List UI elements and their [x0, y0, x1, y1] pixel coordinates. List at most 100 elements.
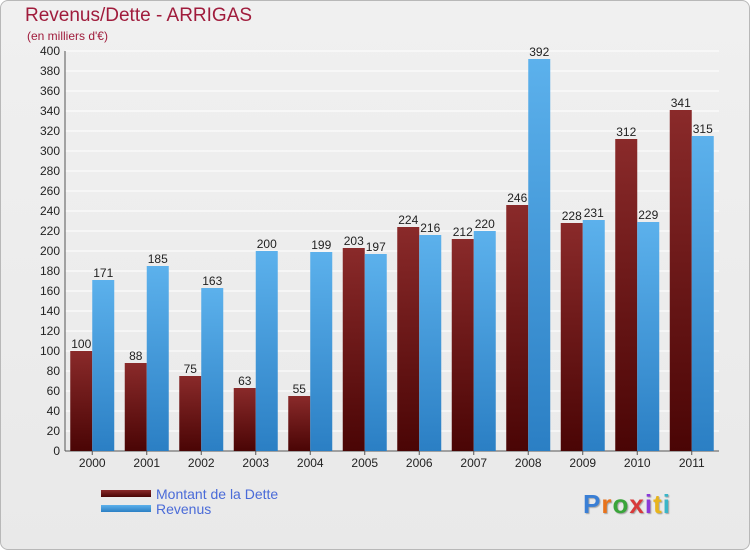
proxiti-logo: Proxiti — [583, 489, 671, 520]
bar-revenus — [146, 266, 169, 451]
bar-revenus — [310, 252, 333, 451]
bar-revenus — [364, 254, 387, 451]
y-tick-label: 160 — [40, 284, 60, 298]
y-tick-label: 20 — [47, 424, 61, 438]
y-tick-label: 0 — [53, 444, 60, 458]
y-tick-label: 280 — [40, 164, 60, 178]
data-label: 312 — [616, 125, 636, 139]
logo-letter: i — [644, 489, 654, 519]
logo-letter: P — [583, 489, 602, 519]
logo-letter: i — [662, 489, 671, 519]
data-label: 197 — [366, 240, 386, 254]
data-label: 315 — [693, 122, 713, 136]
data-label: 212 — [453, 225, 473, 239]
logo-letter: o — [612, 489, 630, 519]
logo-letter: t — [653, 489, 663, 519]
data-label: 88 — [129, 349, 143, 363]
data-label: 63 — [238, 374, 252, 388]
bar-dette — [560, 223, 583, 451]
x-tick-label: 2004 — [297, 456, 324, 470]
y-tick-label: 260 — [40, 184, 60, 198]
bar-dette — [179, 376, 202, 451]
y-tick-label: 60 — [47, 384, 61, 398]
y-tick-label: 240 — [40, 204, 60, 218]
data-label: 220 — [475, 217, 495, 231]
chart-title: Revenus/Dette - ARRIGAS — [25, 5, 253, 26]
bar-dette — [615, 139, 638, 451]
bar-revenus — [255, 251, 278, 451]
y-tick-label: 300 — [40, 144, 60, 158]
x-tick-label: 2010 — [624, 456, 651, 470]
data-label: 341 — [671, 96, 691, 110]
logo-letter: x — [629, 489, 645, 519]
legend-swatch-revenus — [101, 505, 151, 512]
bar-chart: 0 20 40 60 80 100 120 140 160 180 200 220 240 260 280 3… — [40, 44, 719, 470]
bar-revenus — [201, 288, 224, 451]
bar-dette — [669, 110, 692, 451]
bar-revenus — [582, 220, 605, 451]
legend-label-revenus: Revenus — [156, 501, 212, 517]
y-tick-label: 140 — [40, 304, 60, 318]
bar-revenus — [528, 59, 551, 451]
y-tick-label: 200 — [40, 244, 60, 258]
bar-revenus — [637, 222, 660, 451]
x-tick-label: 2007 — [460, 456, 487, 470]
bar-dette — [70, 351, 93, 451]
data-label: 171 — [93, 266, 113, 280]
data-label: 199 — [311, 238, 331, 252]
y-tick-label: 80 — [47, 364, 61, 378]
data-label: 55 — [293, 382, 307, 396]
legend-label-dette: Montant de la Dette — [156, 486, 279, 502]
data-label: 200 — [257, 237, 277, 251]
logo-letter: r — [601, 489, 613, 519]
bar-dette — [342, 248, 365, 451]
x-tick-label: 2006 — [406, 456, 433, 470]
x-tick-label: 2005 — [351, 456, 378, 470]
data-label: 203 — [344, 234, 364, 248]
data-label: 163 — [202, 274, 222, 288]
data-label: 228 — [562, 209, 582, 223]
y-tick-label: 220 — [40, 224, 60, 238]
bar-revenus — [419, 235, 442, 451]
x-tick-label: 2000 — [79, 456, 106, 470]
legend-swatch-dette — [101, 490, 151, 497]
data-label: 185 — [148, 252, 168, 266]
data-label: 75 — [184, 362, 198, 376]
bar-revenus — [691, 136, 714, 451]
data-label: 231 — [584, 206, 604, 220]
x-tick-label: 2011 — [679, 456, 705, 470]
y-tick-label: 380 — [40, 64, 60, 78]
y-tick-label: 400 — [40, 44, 60, 58]
bar-dette — [397, 227, 420, 451]
y-tick-label: 340 — [40, 104, 60, 118]
x-tick-label: 2001 — [133, 456, 160, 470]
y-tick-label: 320 — [40, 124, 60, 138]
x-tick-label: 2002 — [188, 456, 215, 470]
y-tick-label: 40 — [47, 404, 61, 418]
bar-dette — [506, 205, 529, 451]
data-label: 229 — [638, 208, 658, 222]
data-label: 392 — [529, 45, 549, 59]
x-tick-label: 2009 — [569, 456, 596, 470]
chart-subtitle: (en milliers d'€) — [27, 29, 108, 43]
x-tick-label: 2008 — [515, 456, 542, 470]
bar-dette — [233, 388, 256, 451]
y-tick-label: 120 — [40, 324, 60, 338]
y-tick-label: 100 — [40, 344, 60, 358]
data-label: 246 — [507, 191, 527, 205]
data-label: 216 — [420, 221, 440, 235]
bar-revenus — [473, 231, 496, 451]
x-tick-label: 2003 — [242, 456, 269, 470]
bar-dette — [288, 396, 311, 451]
bar-revenus — [92, 280, 115, 451]
bars — [70, 59, 714, 451]
y-tick-label: 360 — [40, 84, 60, 98]
y-tick-label: 180 — [40, 264, 60, 278]
data-label: 224 — [398, 213, 418, 227]
bar-dette — [124, 363, 147, 451]
bar-dette — [451, 239, 474, 451]
axes: 0 20 40 60 80 100 120 140 160 180 200 220 240 260 280 3… — [40, 44, 719, 470]
grid-lines — [65, 50, 719, 452]
